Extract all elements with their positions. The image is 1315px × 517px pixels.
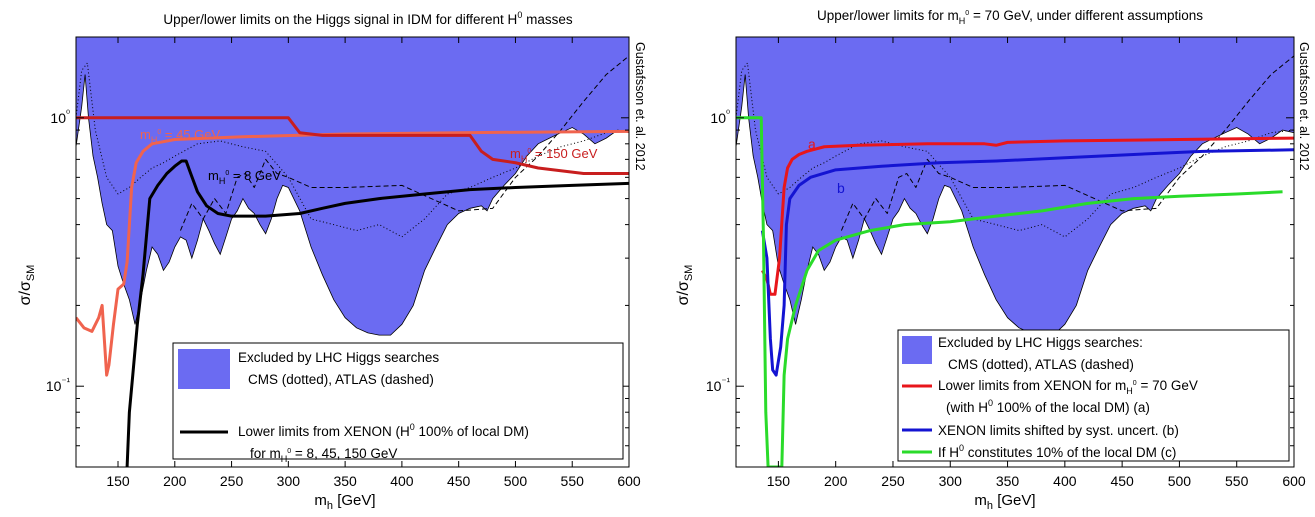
x-tick-label: 400 (390, 473, 414, 489)
legend-excluded-line1: Excluded by LHC Higgs searches (238, 350, 439, 365)
y-tick-label: 10⁰ (50, 109, 70, 126)
right-ylabel: σ/σSM (675, 265, 695, 306)
series-cms-1 (736, 62, 1294, 238)
legend-a-line2: (with H0 100% of the local DM) (a) (946, 398, 1150, 415)
legend-swatch-excluded-r (902, 336, 932, 364)
left-ylabel: σ/σSM (17, 265, 37, 306)
y-tick-label: 10⁻¹ (706, 377, 731, 394)
left-xlabel: mh [GeV] (314, 492, 375, 512)
left-side-label: Gustafsson et. al. 2012 (633, 42, 647, 171)
x-tick-label: 450 (1110, 473, 1134, 489)
legend-c-line: If H0 constitutes 10% of the local DM (c… (938, 443, 1176, 460)
x-tick-label: 600 (617, 473, 641, 489)
legend-excluded-line2: CMS (dotted), ATLAS (dashed) (248, 372, 434, 387)
x-tick-label: 300 (939, 473, 963, 489)
series-m-h0-8-gev-0 (125, 159, 629, 467)
x-tick-label: 150 (767, 473, 791, 489)
excluded-region-0 (76, 37, 629, 336)
legend-r-excluded-line2: CMS (dotted), ATLAS (dashed) (948, 357, 1134, 372)
x-tick-label: 300 (277, 473, 301, 489)
x-tick-label: 550 (561, 473, 585, 489)
left-chart-title: Upper/lower limits on the Higgs signal i… (163, 10, 572, 27)
right-plot-frame (735, 36, 1295, 468)
x-tick-label: 250 (220, 473, 244, 489)
y-tick-label: 10⁻¹ (46, 377, 71, 394)
legend-b-line: XENON limits shifted by syst. uncert. (b… (938, 423, 1179, 438)
series-m-h0-150-gev-0 (76, 116, 629, 176)
legend-r-excluded-line1: Excluded by LHC Higgs searches: (938, 335, 1143, 350)
y-tick-label: 10⁰ (710, 109, 730, 126)
x-tick-label: 600 (1282, 473, 1306, 489)
right-side-label: Gustafsson et. al. 2012 (1297, 42, 1311, 171)
left-plot-frame (75, 36, 630, 468)
series-m-h0-45-gev-0 (76, 129, 629, 377)
legend-xenon-line2: for mH0 = 8, 45, 150 GeV (250, 446, 397, 464)
legend-swatch-excluded (178, 349, 230, 389)
right-xlabel: mh [GeV] (974, 492, 1035, 512)
series-cms-0 (76, 62, 629, 238)
right-panel: Upper/lower limits for mH0 = 70 GeV, und… (675, 8, 1311, 512)
x-tick-label: 350 (996, 473, 1020, 489)
series-xenon-limits-shifted-by-syst-uncert-b--1 (760, 148, 1294, 377)
series-atlas-0 (180, 55, 629, 231)
x-tick-label: 250 (881, 473, 905, 489)
legend-xenon-line1: Lower limits from XENON (H0 100% of loca… (238, 422, 529, 439)
series-atlas-1 (840, 55, 1294, 231)
x-tick-label: 200 (824, 473, 848, 489)
left-legend: Excluded by LHC Higgs searches CMS (dott… (172, 342, 624, 464)
annotation-a: a (808, 136, 816, 152)
right-chart-title: Upper/lower limits for mH0 = 70 GeV, und… (817, 8, 1203, 26)
annotation-m150: mH0 = 150 GeV (510, 146, 598, 164)
x-tick-label: 200 (163, 473, 187, 489)
excluded-region-1 (736, 37, 1294, 336)
series-if-h-constitutes-10-of-the-local-dm-c--1 (736, 116, 1283, 467)
x-tick-label: 350 (333, 473, 357, 489)
left-panel: Upper/lower limits on the Higgs signal i… (17, 10, 647, 512)
annotation-b: b (837, 180, 845, 196)
x-tick-label: 500 (1168, 473, 1192, 489)
x-tick-label: 150 (106, 473, 130, 489)
right-legend: Excluded by LHC Higgs searches: CMS (dot… (897, 329, 1290, 462)
x-tick-label: 450 (447, 473, 471, 489)
series-lower-limits-from-xenon-for-m-h0-70-gev-with-h-100-of-the-local-dm-a--1 (761, 136, 1294, 296)
x-tick-label: 550 (1225, 473, 1249, 489)
x-tick-label: 400 (1053, 473, 1077, 489)
x-tick-label: 500 (504, 473, 528, 489)
